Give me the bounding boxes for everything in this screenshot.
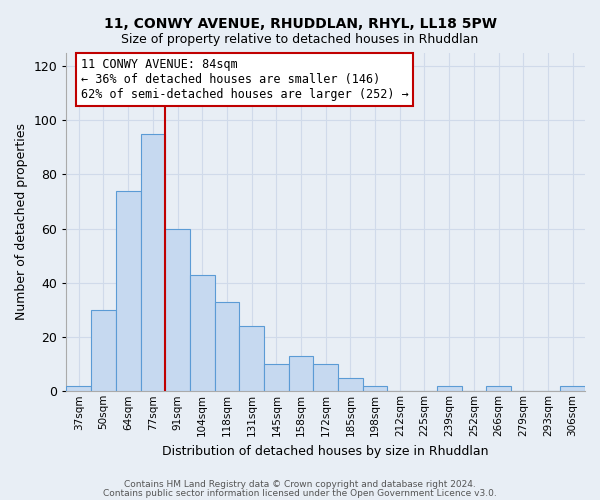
Bar [486, 386, 511, 392]
Text: 11, CONWY AVENUE, RHUDDLAN, RHYL, LL18 5PW: 11, CONWY AVENUE, RHUDDLAN, RHYL, LL18 5… [104, 18, 497, 32]
Bar [437, 386, 461, 392]
X-axis label: Distribution of detached houses by size in Rhuddlan: Distribution of detached houses by size … [163, 444, 489, 458]
Bar [116, 190, 140, 392]
Bar [91, 310, 116, 392]
Bar [264, 364, 289, 392]
Bar [67, 386, 91, 392]
Bar [140, 134, 165, 392]
Bar [165, 228, 190, 392]
Bar [289, 356, 313, 392]
Bar [190, 274, 215, 392]
Bar [215, 302, 239, 392]
Bar [363, 386, 388, 392]
Bar [338, 378, 363, 392]
Text: 11 CONWY AVENUE: 84sqm
← 36% of detached houses are smaller (146)
62% of semi-de: 11 CONWY AVENUE: 84sqm ← 36% of detached… [81, 58, 409, 101]
Text: Contains HM Land Registry data © Crown copyright and database right 2024.: Contains HM Land Registry data © Crown c… [124, 480, 476, 489]
Text: Contains public sector information licensed under the Open Government Licence v3: Contains public sector information licen… [103, 488, 497, 498]
Bar [313, 364, 338, 392]
Bar [560, 386, 585, 392]
Bar [239, 326, 264, 392]
Text: Size of property relative to detached houses in Rhuddlan: Size of property relative to detached ho… [121, 32, 479, 46]
Y-axis label: Number of detached properties: Number of detached properties [15, 124, 28, 320]
